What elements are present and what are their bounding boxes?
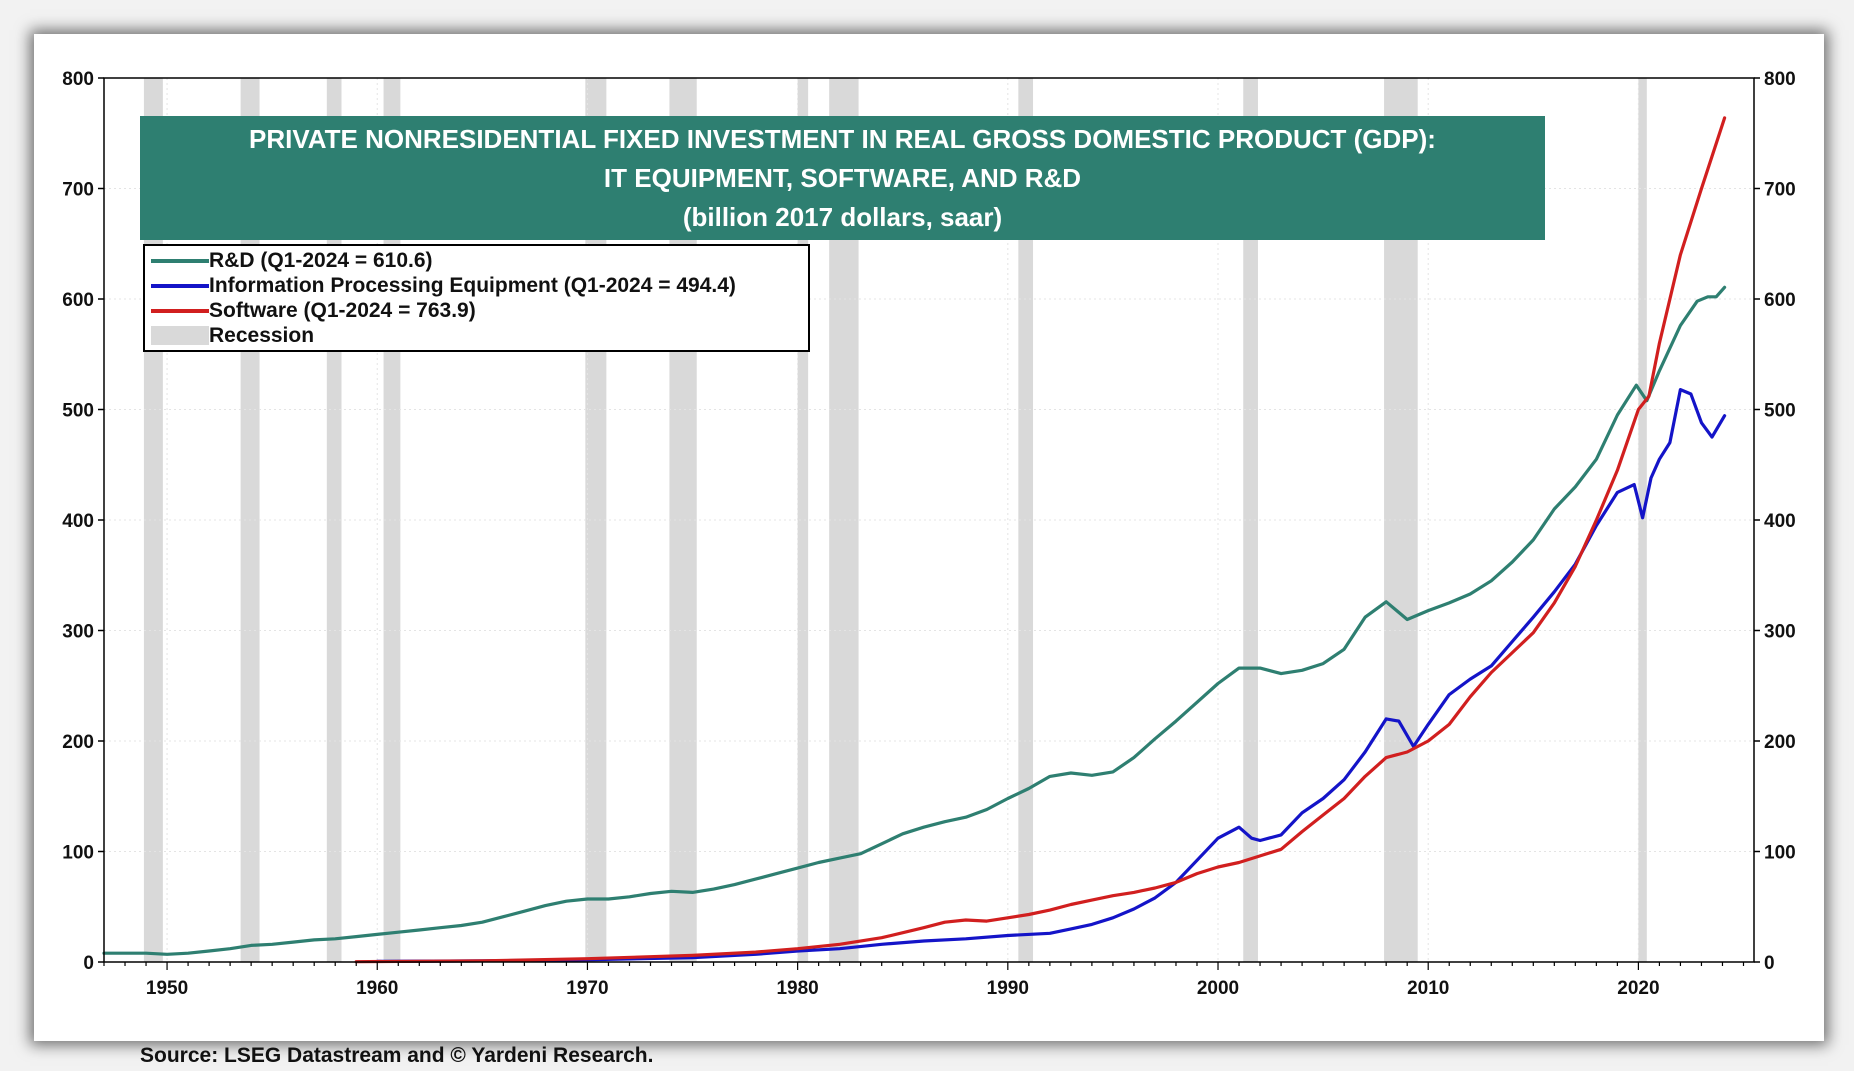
legend-item-info-equipment: Information Processing Equipment (Q1-202… xyxy=(145,273,805,298)
y-tick-label-left-600: 600 xyxy=(62,290,94,311)
series-layer xyxy=(102,116,1727,964)
chart-legend: R&D (Q1-2024 = 610.6) Information Proces… xyxy=(143,244,810,352)
legend-label-software: Software (Q1-2024 = 763.9) xyxy=(209,299,476,322)
chart-subtitle: IT EQUIPMENT, SOFTWARE, AND R&D xyxy=(603,163,1082,193)
chart-source: Source: LSEG Datastream and © Yardeni Re… xyxy=(140,1044,654,1067)
x-tick-label-1950: 1950 xyxy=(146,978,188,999)
y-tick-label-right-400: 400 xyxy=(1764,511,1796,532)
legend-item-rd: R&D (Q1-2024 = 610.6) xyxy=(145,248,805,273)
y-tick-label-right-700: 700 xyxy=(1764,180,1796,201)
y-tick-label-right-600: 600 xyxy=(1764,290,1796,311)
x-tick-label-1960: 1960 xyxy=(356,978,398,999)
legend-swatch-rd xyxy=(151,259,209,263)
legend-label-info-equipment: Information Processing Equipment (Q1-202… xyxy=(209,274,736,297)
x-tick-label-1980: 1980 xyxy=(776,978,818,999)
y-tick-label-right-500: 500 xyxy=(1764,401,1796,422)
legend-item-recession: Recession xyxy=(145,323,805,348)
y-tick-label-left-200: 200 xyxy=(62,732,94,753)
y-tick-label-left-400: 400 xyxy=(62,511,94,532)
series-line-r-d xyxy=(102,285,1727,956)
chart-title: PRIVATE NONRESIDENTIAL FIXED INVESTMENT … xyxy=(249,124,1436,154)
x-tick-label-2020: 2020 xyxy=(1617,978,1659,999)
recession-band-6 xyxy=(797,78,809,962)
y-tick-label-right-800: 800 xyxy=(1764,69,1796,90)
y-tick-label-right-100: 100 xyxy=(1764,843,1796,864)
y-tick-label-left-0: 0 xyxy=(83,953,94,974)
series-line-information-processing-equipment xyxy=(375,388,1727,963)
y-tick-label-left-300: 300 xyxy=(62,622,94,643)
legend-label-recession: Recession xyxy=(209,324,315,347)
chart-units-note: (billion 2017 dollars, saar) xyxy=(682,202,1003,232)
y-tick-label-left-700: 700 xyxy=(62,180,94,201)
chart-frame: 0 0 100 100 200 200 300 300 400 400 500 500 600 600 70… xyxy=(34,34,1824,1067)
x-tick-label-1970: 1970 xyxy=(566,978,608,999)
x-tick-label-2000: 2000 xyxy=(1197,978,1239,999)
y-tick-label-right-200: 200 xyxy=(1764,732,1796,753)
legend-swatch-software xyxy=(151,309,209,313)
grid-layer xyxy=(104,78,1754,962)
x-tick-label-2010: 2010 xyxy=(1407,978,1449,999)
chart-title-box: PRIVATE NONRESIDENTIAL FIXED INVESTMENT … xyxy=(140,116,1545,240)
y-tick-label-left-100: 100 xyxy=(62,843,94,864)
y-tick-label-left-500: 500 xyxy=(62,401,94,422)
y-tick-label-right-0: 0 xyxy=(1764,953,1775,974)
series-line-software xyxy=(354,116,1727,964)
legend-swatch-info-equipment xyxy=(151,284,209,288)
legend-item-software: Software (Q1-2024 = 763.9) xyxy=(145,298,805,323)
recession-band-11 xyxy=(1638,78,1647,962)
y-tick-label-right-300: 300 xyxy=(1764,622,1796,643)
axis-layer: 0 0 100 100 200 200 300 300 400 400 500 500 600 600 70… xyxy=(62,69,1795,999)
legend-swatch-recession xyxy=(151,326,209,345)
y-tick-label-left-800: 800 xyxy=(62,69,94,90)
x-tick-label-1990: 1990 xyxy=(987,978,1029,999)
legend-label-rd: R&D (Q1-2024 = 610.6) xyxy=(209,249,433,272)
